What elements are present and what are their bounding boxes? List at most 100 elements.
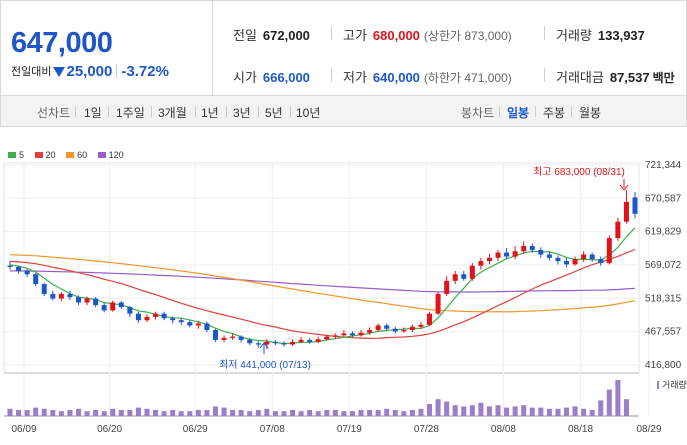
high-annotation: 최고 683,000 (08/31) [533, 166, 625, 178]
candle-body [495, 252, 501, 258]
volume-bar [615, 380, 621, 416]
volume-bar [187, 411, 193, 416]
volume-bar [384, 408, 390, 416]
volume-bar [392, 410, 398, 416]
grid [4, 163, 650, 416]
tab-monthly[interactable]: 월봉 [579, 106, 602, 120]
volume-bar [358, 410, 364, 416]
volume-bar [170, 410, 176, 416]
candle-body [161, 313, 167, 319]
tab-10year[interactable]: 10년 [296, 106, 321, 120]
y-tick-label: 721,344 [645, 160, 682, 171]
volume-bar [41, 408, 47, 416]
divider [195, 106, 196, 117]
x-tick-label: 07/28 [414, 424, 439, 435]
candle-body [375, 325, 381, 331]
candle-body [572, 259, 578, 265]
tab-1day[interactable]: 1일 [84, 106, 102, 120]
candle-body [118, 302, 124, 308]
candle-body [298, 339, 304, 342]
candle-body [110, 302, 116, 311]
volume-bar [290, 410, 296, 416]
candle-body [486, 257, 492, 262]
tab-3year[interactable]: 3년 [233, 106, 251, 120]
x-tick-label: 06/09 [11, 424, 36, 435]
volume-bar [24, 410, 30, 416]
volume-bar [264, 408, 270, 416]
change-row: 전일대비 25,000 -3.72% [11, 63, 169, 80]
tab-1year[interactable]: 1년 [201, 106, 219, 120]
legend-ma20[interactable]: 20 [34, 150, 56, 160]
candle-body [367, 330, 373, 333]
volume-bar [367, 410, 373, 416]
price-box: 647,000 전일대비 25,000 -3.72% [1, 1, 213, 95]
y-axis: 721,344 670,587 619,829 569,072 518,315 467,5… [645, 160, 682, 371]
candle-body [452, 274, 458, 281]
divider [258, 106, 259, 117]
tab-5year[interactable]: 5년 [265, 106, 283, 120]
candle-body [469, 265, 475, 279]
candle-body [58, 293, 64, 299]
candle-body [546, 254, 552, 258]
legend-ma60[interactable]: 60 [66, 150, 87, 160]
tab-daily[interactable]: 일봉 [507, 106, 530, 120]
volume-bar [195, 410, 201, 416]
legend-label: 120 [108, 150, 124, 160]
candle-body [478, 261, 484, 266]
divider [535, 106, 536, 117]
candle-body [444, 280, 450, 294]
candle-body [33, 274, 39, 285]
legend-swatch [34, 152, 43, 158]
tab-3month[interactable]: 3개월 [158, 106, 187, 120]
open-price: 시가 666,000 [233, 67, 310, 86]
candle-body [341, 333, 347, 336]
volume-bar [204, 410, 210, 416]
candle-body [144, 316, 150, 321]
low-label: 저가 [343, 70, 367, 85]
candle-body [538, 249, 544, 255]
low-annotation: 최저 441,000 (07/13) [219, 359, 311, 371]
volume-label: 거래량 [556, 28, 592, 43]
volume-bar [555, 408, 561, 416]
change-label: 전일대비 [11, 66, 52, 78]
low-arrow-head [259, 342, 269, 349]
volume-bar [118, 410, 124, 416]
volume-bar [324, 410, 330, 416]
ma20-line [9, 248, 636, 340]
volume-bar [272, 411, 278, 416]
x-tick-label: 08/18 [568, 424, 593, 435]
volume-bar [589, 410, 595, 416]
candle-body [632, 197, 638, 214]
volume-bar [178, 411, 184, 416]
volume-bar [93, 410, 99, 416]
legend-ma5[interactable]: 5 [8, 150, 24, 160]
tab-weekly[interactable]: 주봉 [543, 106, 566, 120]
candle-body [315, 339, 321, 342]
high-label: 고가 [343, 28, 367, 43]
candle-body [24, 270, 30, 275]
volume-bar [315, 411, 321, 416]
divider [116, 64, 118, 78]
candle-body [272, 341, 278, 344]
candle-body [221, 337, 227, 340]
volume-bars [7, 380, 629, 416]
ma60-line [9, 254, 636, 313]
x-tick-label: 07/19 [337, 424, 362, 435]
legend-ma120[interactable]: 120 [97, 150, 124, 160]
legend-swatch [8, 152, 16, 158]
amount-label: 거래대금 [556, 70, 604, 85]
tab-1week[interactable]: 1주일 [116, 106, 145, 120]
lower-limit: (하한가 471,000) [423, 71, 512, 85]
x-axis: 06/09 06/20 06/29 07/08 07/19 07/28 08/08 08/18… [11, 424, 661, 435]
volume-bar [521, 405, 527, 416]
trade-amount: 거래대금 87,537 백만 [556, 67, 675, 86]
candle-body [187, 322, 193, 326]
volume-bar [401, 411, 407, 416]
volume-bar [427, 404, 433, 416]
volume-bar [564, 407, 570, 416]
divider [331, 68, 332, 82]
volume-bar [212, 406, 218, 416]
legend-label: 20 [45, 150, 56, 160]
